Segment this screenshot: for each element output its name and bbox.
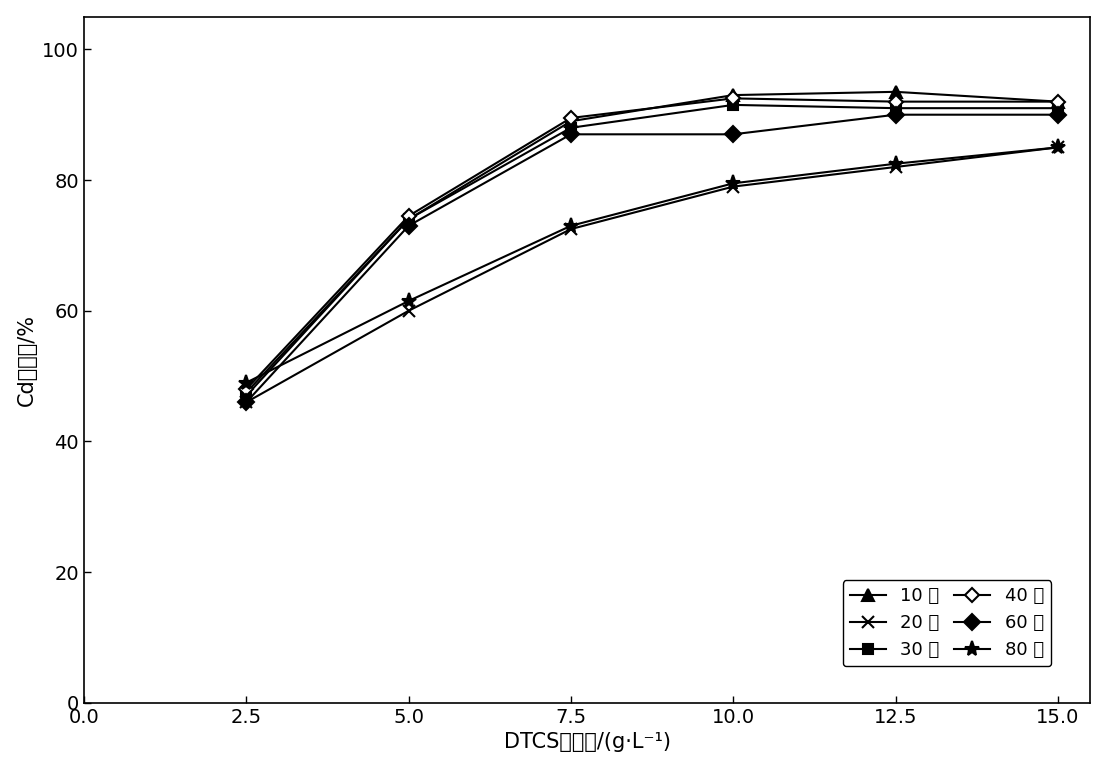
40 目: [1052, 97, 1065, 106]
Line: 60 目: 60 目: [240, 109, 1064, 408]
20 目: [402, 306, 415, 315]
30 目: [565, 123, 578, 132]
20 目: [239, 398, 252, 407]
10 目: [889, 87, 902, 96]
60 目: [889, 110, 902, 119]
40 目: [889, 97, 902, 106]
60 目: [239, 398, 252, 407]
Line: 30 目: 30 目: [241, 100, 1063, 398]
30 目: [726, 100, 739, 109]
10 目: [1052, 97, 1065, 106]
20 目: [726, 182, 739, 191]
Line: 10 目: 10 目: [240, 86, 1064, 401]
Line: 80 目: 80 目: [239, 140, 1066, 391]
40 目: [239, 384, 252, 394]
80 目: [726, 178, 739, 188]
60 目: [1052, 110, 1065, 119]
40 目: [565, 113, 578, 122]
80 目: [889, 159, 902, 168]
Legend: 10 目, 20 目, 30 目, 40 目, 60 目, 80 目: 10 目, 20 目, 30 目, 40 目, 60 目, 80 目: [842, 580, 1052, 667]
60 目: [565, 130, 578, 139]
60 目: [402, 221, 415, 231]
40 目: [726, 94, 739, 103]
30 目: [402, 215, 415, 224]
Line: 20 目: 20 目: [240, 141, 1064, 408]
10 目: [726, 91, 739, 100]
20 目: [565, 225, 578, 234]
80 目: [239, 378, 252, 388]
30 目: [889, 104, 902, 113]
X-axis label: DTCS投加量/(g·L⁻¹): DTCS投加量/(g·L⁻¹): [504, 732, 671, 752]
30 目: [239, 388, 252, 397]
20 目: [889, 162, 902, 171]
80 目: [1052, 143, 1065, 152]
10 目: [402, 215, 415, 224]
80 目: [402, 296, 415, 305]
40 目: [402, 211, 415, 221]
10 目: [239, 391, 252, 401]
10 目: [565, 117, 578, 126]
Y-axis label: Cd去除率/%: Cd去除率/%: [17, 314, 37, 406]
60 目: [726, 130, 739, 139]
20 目: [1052, 143, 1065, 152]
80 目: [565, 221, 578, 231]
30 目: [1052, 104, 1065, 113]
Line: 40 目: 40 目: [241, 94, 1063, 394]
